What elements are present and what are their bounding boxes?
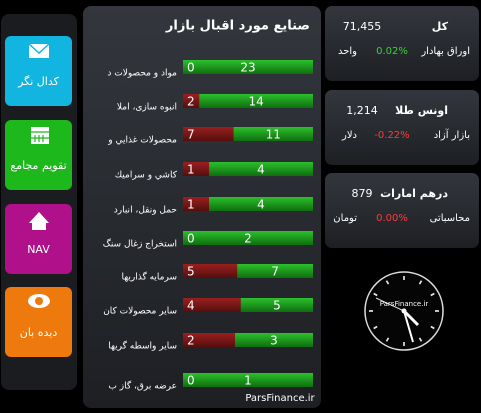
tile-label: کدال نگر — [17, 75, 60, 88]
negative-bar — [183, 127, 234, 141]
clock-tick — [373, 292, 378, 297]
positive-count: 3 — [270, 334, 278, 348]
positive-count: 5 — [273, 299, 281, 313]
industry-name: عرضه برق، گاز ب — [108, 380, 177, 392]
industry-name: ساير واسطه گريها — [108, 340, 177, 352]
quote-change: -0.22% — [374, 130, 409, 141]
quote-card — [325, 90, 479, 165]
positive-count: 1 — [244, 374, 252, 388]
negative-bar — [183, 197, 209, 211]
clock-tick — [385, 337, 390, 342]
quote-market: اوراق بهادار — [420, 46, 470, 57]
clock-brand: ParsFinance.ir — [380, 300, 429, 308]
positive-bar — [233, 127, 313, 141]
positive-count: 7 — [271, 265, 279, 279]
industry-name: ساير محصولات كان — [103, 307, 177, 317]
tile-icon — [29, 212, 49, 230]
footer: ParsFinance.ir — [245, 393, 315, 404]
negative-bar — [183, 264, 238, 278]
tile-icon — [28, 294, 50, 308]
positive-count: 4 — [257, 198, 265, 212]
quote-unit: تومان — [333, 213, 357, 224]
quote-title: درهم امارات — [380, 187, 448, 200]
quote-value: 71,455 — [343, 20, 382, 33]
quote-change: 0.02% — [376, 46, 408, 57]
quote-unit: واحد — [338, 46, 357, 57]
quote-card — [325, 6, 479, 81]
negative-bar — [183, 162, 209, 176]
positive-count: 4 — [257, 163, 265, 177]
industry-name: کاشي و سراميك — [115, 171, 178, 181]
negative-count: 5 — [187, 265, 195, 279]
clock-tick — [430, 292, 435, 297]
negative-count: 1 — [187, 198, 195, 212]
quote-title: اونس طلا — [395, 104, 448, 117]
positive-bar — [235, 333, 313, 347]
quote-card — [325, 173, 479, 248]
tile-label: دیده بان — [20, 326, 58, 339]
tile-label: NAV — [27, 243, 50, 256]
positive-bar — [237, 264, 313, 278]
positive-count: 14 — [248, 95, 263, 109]
positive-count: 23 — [240, 61, 255, 75]
positive-bar — [183, 60, 313, 74]
tile-label: تقویم مجامع — [10, 159, 66, 172]
tile[interactable] — [5, 36, 72, 106]
clock-tick — [418, 280, 423, 285]
negative-bar — [183, 94, 200, 108]
negative-count: 2 — [187, 334, 195, 348]
clock-tick — [418, 337, 423, 342]
negative-bar — [183, 298, 241, 312]
negative-count: 1 — [187, 163, 195, 177]
tile[interactable] — [5, 287, 72, 357]
negative-count: 2 — [187, 95, 195, 109]
quote-value: 1,214 — [346, 104, 378, 117]
positive-count: 11 — [266, 128, 281, 142]
tile[interactable] — [5, 120, 72, 190]
positive-count: 2 — [244, 232, 252, 246]
positive-bar — [183, 231, 313, 245]
clock-tick — [373, 325, 378, 330]
industry-name: سرمايه گذاريها — [121, 271, 177, 283]
quote-market: محاسباتی — [430, 213, 470, 224]
tile-icon — [28, 43, 50, 58]
negative-count: 0 — [187, 61, 195, 75]
clock-tick — [430, 325, 435, 330]
positive-bar — [209, 197, 313, 211]
negative-count: 0 — [187, 232, 195, 246]
tile[interactable] — [5, 204, 72, 274]
negative-count: 4 — [187, 299, 195, 313]
negative-bar — [183, 333, 235, 347]
industry-name: محصولات غذايي و — [107, 136, 177, 146]
industry-name: استخراج زغال سنگ — [103, 238, 177, 250]
negative-count: 0 — [187, 374, 195, 388]
positive-bar — [199, 94, 313, 108]
clock-tick — [385, 280, 390, 285]
positive-bar — [209, 162, 313, 176]
quote-market: بازار آزاد — [434, 128, 470, 141]
quote-change: 0.00% — [376, 213, 408, 224]
positive-bar — [183, 373, 313, 387]
quote-unit: دلار — [341, 130, 357, 141]
tile-icon — [31, 127, 49, 144]
industry-name: مواد و محصولات د — [107, 69, 177, 79]
quote-value: 879 — [352, 187, 373, 200]
industry-name: انبوه سازی، املا — [117, 103, 177, 113]
quote-title: کل — [432, 20, 449, 33]
clock: ParsFinance.ir — [364, 271, 444, 351]
negative-count: 7 — [187, 128, 195, 142]
positive-bar — [240, 298, 313, 312]
industry-name: حمل ونقل، انبارد — [114, 206, 177, 216]
panel-title: صنایع مورد اقبال بازار — [165, 19, 310, 34]
